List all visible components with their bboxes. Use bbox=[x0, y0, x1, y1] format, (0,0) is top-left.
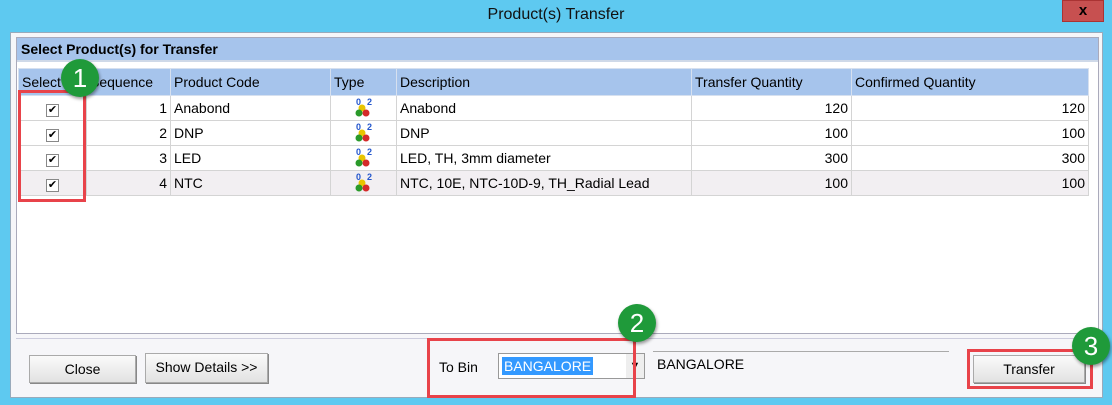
confirmed-qty-cell: 300 bbox=[851, 145, 1089, 171]
confirmed-qty-cell: 100 bbox=[851, 120, 1089, 146]
column-header[interactable]: Description bbox=[396, 68, 692, 96]
product-grid: Select Sequence Product Code Type Descriptio… bbox=[18, 68, 1089, 196]
select-checkbox[interactable]: ✔ bbox=[46, 128, 59, 142]
annotation-box-3 bbox=[967, 349, 1093, 389]
svg-text:2: 2 bbox=[367, 122, 372, 132]
select-checkbox[interactable]: ✔ bbox=[46, 103, 59, 117]
annotation-badge-1: 1 bbox=[61, 59, 99, 97]
svg-text:2: 2 bbox=[367, 172, 372, 182]
svg-text:0: 0 bbox=[356, 97, 361, 107]
to-bin-value: BANGALORE bbox=[502, 357, 594, 375]
column-header[interactable]: Transfer Quantity bbox=[691, 68, 852, 96]
svg-text:0: 0 bbox=[356, 147, 361, 157]
select-cell[interactable]: ✔ bbox=[18, 170, 87, 196]
transfer-qty-cell[interactable]: 100 bbox=[691, 170, 852, 196]
description-cell: DNP bbox=[396, 120, 692, 146]
select-cell[interactable]: ✔ bbox=[18, 145, 87, 171]
column-header[interactable]: Confirmed Quantity bbox=[851, 68, 1089, 96]
bin-name-field: BANGALORE bbox=[653, 351, 949, 379]
sequence-cell: 4 bbox=[86, 170, 171, 196]
svg-text:2: 2 bbox=[367, 97, 372, 107]
transfer-qty-cell[interactable]: 120 bbox=[691, 95, 852, 121]
select-checkbox[interactable]: ✔ bbox=[46, 153, 59, 167]
transfer-button[interactable]: Transfer bbox=[973, 355, 1085, 383]
product-code-cell: Anabond bbox=[170, 95, 331, 121]
confirmed-qty-cell: 120 bbox=[851, 95, 1089, 121]
sequence-cell: 1 bbox=[86, 95, 171, 121]
column-header[interactable]: Sequence bbox=[86, 68, 171, 96]
select-cell[interactable]: ✔ bbox=[18, 95, 87, 121]
show-details-button[interactable]: Show Details >> bbox=[145, 353, 268, 383]
product-group: Select Product(s) for Transfer Select Seq… bbox=[16, 37, 1099, 334]
window-title: Product(s) Transfer bbox=[487, 6, 625, 23]
close-window-button[interactable]: x bbox=[1062, 0, 1104, 22]
svg-text:0: 0 bbox=[356, 122, 361, 132]
to-bin-label: To Bin bbox=[439, 359, 478, 375]
group-title: Select Product(s) for Transfer bbox=[17, 38, 1098, 62]
confirmed-qty-cell: 100 bbox=[851, 170, 1089, 196]
column-header[interactable]: Product Code bbox=[170, 68, 331, 96]
close-button[interactable]: Close bbox=[29, 355, 136, 383]
annotation-box-2 bbox=[427, 338, 636, 398]
transfer-qty-cell[interactable]: 300 bbox=[691, 145, 852, 171]
sequence-cell: 3 bbox=[86, 145, 171, 171]
annotation-badge-2: 2 bbox=[618, 304, 656, 342]
description-cell: NTC, 10E, NTC-10D-9, TH_Radial Lead bbox=[396, 170, 692, 196]
svg-text:2: 2 bbox=[367, 147, 372, 157]
description-cell: LED, TH, 3mm diameter bbox=[396, 145, 692, 171]
transfer-qty-cell[interactable]: 100 bbox=[691, 120, 852, 146]
product-code-cell: LED bbox=[170, 145, 331, 171]
dialog-body: Select Product(s) for Transfer Select Seq… bbox=[10, 32, 1103, 398]
annotation-box-1 bbox=[18, 90, 86, 202]
sequence-cell: 2 bbox=[86, 120, 171, 146]
column-header[interactable]: Type bbox=[330, 68, 397, 96]
select-checkbox[interactable]: ✔ bbox=[46, 178, 59, 192]
annotation-badge-3: 3 bbox=[1072, 327, 1110, 365]
svg-text:0: 0 bbox=[356, 172, 361, 182]
product-code-cell: DNP bbox=[170, 120, 331, 146]
description-cell: Anabond bbox=[396, 95, 692, 121]
product-code-cell: NTC bbox=[170, 170, 331, 196]
